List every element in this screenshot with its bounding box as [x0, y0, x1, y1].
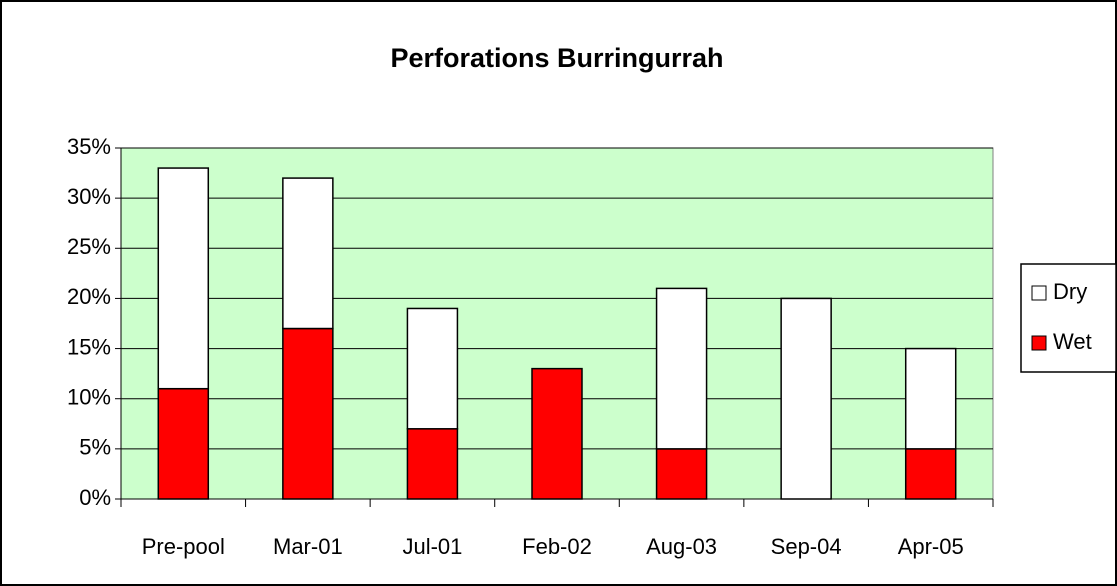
y-tick-label: 35% [67, 134, 111, 159]
legend-label: Wet [1053, 329, 1092, 354]
bar-segment [157, 167, 210, 390]
x-tick-label: Jul-01 [402, 534, 462, 559]
chart-title: Perforations Burringurrah [390, 43, 723, 73]
x-tick-label: Mar-01 [273, 534, 343, 559]
legend-box [1020, 263, 1117, 373]
bar-segment [655, 448, 708, 500]
y-tick-label: 25% [67, 234, 111, 259]
legend-swatch [1031, 285, 1047, 301]
bar-segment [904, 448, 957, 500]
legend-label: Dry [1053, 279, 1087, 304]
y-tick-label: 0% [79, 485, 111, 510]
bar-segment [406, 428, 459, 500]
bar-segment [780, 297, 832, 500]
x-tick-label: Apr-05 [898, 534, 964, 559]
x-tick-label: Feb-02 [522, 534, 592, 559]
bar-segment [157, 387, 210, 500]
y-tick-label: 10% [67, 385, 111, 410]
x-tick-label: Sep-04 [771, 534, 842, 559]
y-tick-label: 20% [67, 284, 111, 309]
bar-segment [406, 307, 459, 430]
bar-segment [282, 177, 334, 330]
legend-swatch [1031, 335, 1047, 351]
bar-segment [282, 327, 334, 500]
y-tick-label: 30% [67, 184, 111, 209]
x-tick-label: Aug-03 [646, 534, 717, 559]
y-tick-label: 15% [67, 334, 111, 359]
x-tick-label: Pre-pool [142, 534, 225, 559]
bar-segment [904, 347, 957, 450]
bar-segment [655, 287, 708, 450]
y-tick-label: 5% [79, 435, 111, 460]
bar-segment [531, 367, 583, 500]
